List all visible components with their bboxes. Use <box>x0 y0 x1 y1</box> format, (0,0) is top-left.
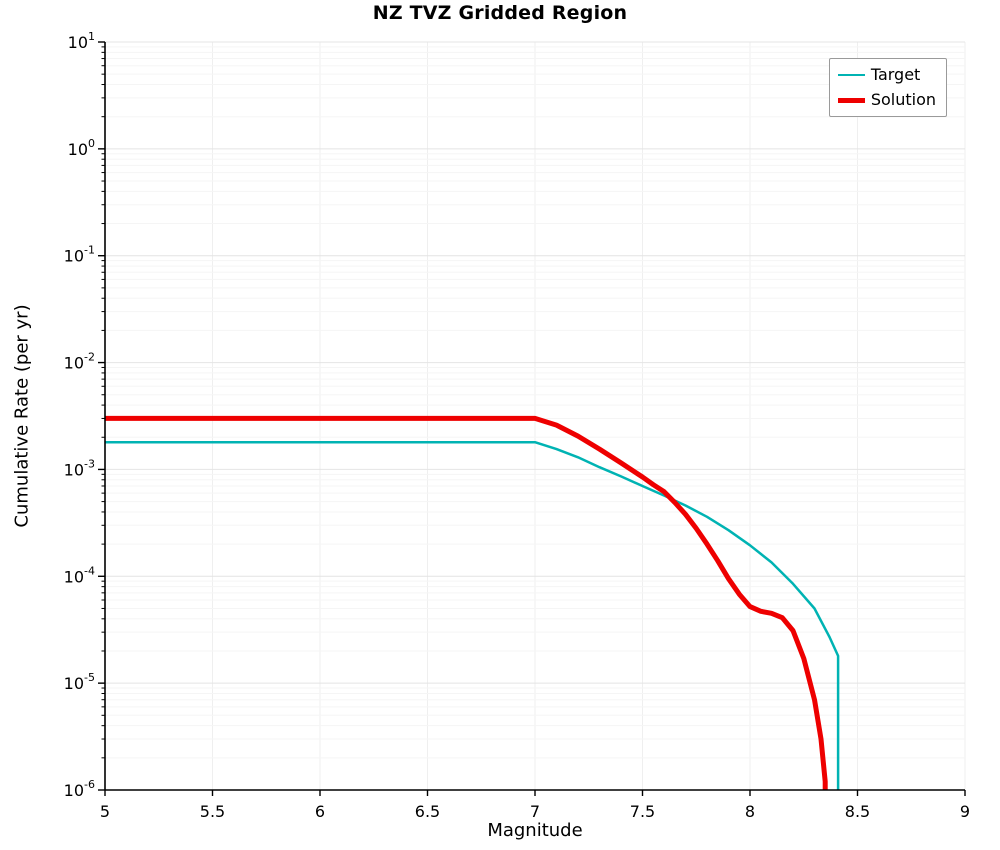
target-line-sample <box>837 73 865 77</box>
solution-line-sample <box>837 97 865 103</box>
y-tick-label: 10-5 <box>64 671 95 693</box>
x-tick-label: 7.5 <box>630 802 655 821</box>
target-line <box>105 440 840 790</box>
x-tick-label: 5.5 <box>200 802 225 821</box>
y-tick-label: 10-2 <box>64 351 95 373</box>
x-tick-label: 5 <box>100 802 110 821</box>
y-tick-label: 101 <box>68 30 95 52</box>
x-tick-label: 8.5 <box>845 802 870 821</box>
y-tick-label: 10-1 <box>64 244 95 266</box>
x-tick-label: 7 <box>530 802 540 821</box>
x-tick-label: 6 <box>315 802 325 821</box>
legend-item-solution: Solution <box>837 90 936 109</box>
legend-label-solution: Solution <box>870 90 936 109</box>
y-tick-label: 10-4 <box>64 564 95 586</box>
legend-item-target: Target <box>837 65 936 84</box>
legend: Target Solution <box>828 58 947 117</box>
x-tick-label: 8 <box>745 802 755 821</box>
chart-title: NZ TVZ Gridded Region <box>372 2 628 24</box>
x-tick-label: 6.5 <box>415 802 440 821</box>
x-tick-label: 9 <box>960 802 970 821</box>
y-tick-label: 10-6 <box>64 778 95 800</box>
legend-label-target: Target <box>870 65 921 84</box>
y-tick-label: 10-3 <box>64 457 95 479</box>
x-axis-label: Magnitude <box>487 820 583 841</box>
solution-line <box>105 415 828 790</box>
y-tick-label: 100 <box>68 137 95 159</box>
